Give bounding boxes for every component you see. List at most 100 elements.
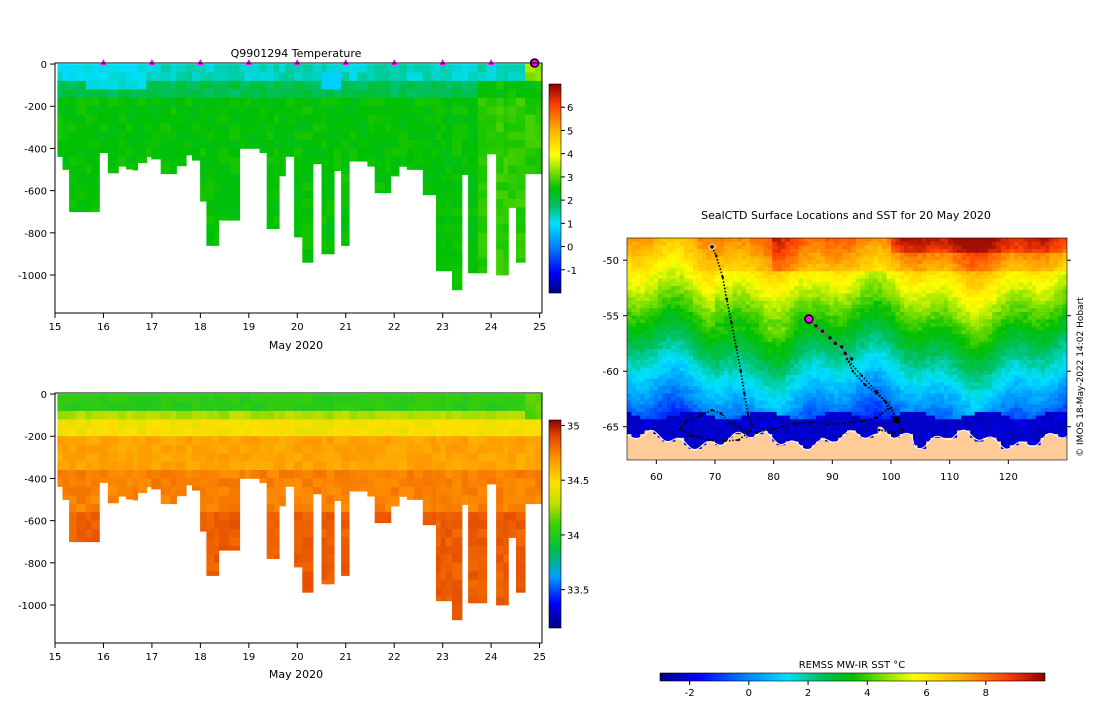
- salinity-cell: [76, 428, 86, 437]
- salinity-cell: [516, 428, 526, 437]
- sst-cell: [966, 308, 971, 312]
- temperature-profile-column: [57, 64, 63, 157]
- sst-cell: [843, 253, 848, 257]
- temperature-cell: [294, 73, 303, 82]
- temperature-cell: [302, 174, 313, 183]
- sst-cell: [882, 331, 887, 335]
- sst-cell: [887, 316, 892, 320]
- sst-cell: [869, 242, 874, 246]
- sst-cell: [825, 297, 830, 301]
- temperature-cell: [176, 123, 186, 132]
- sst-cell: [904, 327, 909, 331]
- sst-cell: [983, 249, 988, 253]
- temperature-cell: [279, 132, 286, 141]
- sst-cell: [1027, 323, 1032, 327]
- sst-cell: [1023, 245, 1028, 249]
- salinity-cell: [99, 445, 108, 454]
- sst-cell: [706, 257, 711, 261]
- temperature-profile-column: [99, 64, 108, 153]
- sst-cell: [887, 257, 892, 261]
- sst-cell: [961, 245, 966, 249]
- temperature-cell: [367, 140, 375, 149]
- salinity-cell: [285, 462, 295, 471]
- salinity-cell: [478, 563, 487, 572]
- sst-cell: [895, 301, 900, 305]
- sst-cell: [948, 331, 953, 335]
- salinity-cell: [367, 445, 375, 454]
- temperature-cell: [341, 224, 350, 233]
- sst-cell: [944, 327, 949, 331]
- temperature-cell: [229, 148, 240, 157]
- salinity-cell: [274, 462, 280, 471]
- sst-cell: [662, 301, 667, 305]
- sst-cell: [983, 264, 988, 268]
- salinity-profile-column: [516, 394, 526, 593]
- sst-cell: [636, 331, 641, 335]
- sst-cell: [957, 290, 962, 294]
- sst-cell: [706, 290, 711, 294]
- sst-cell: [680, 268, 685, 272]
- temperature-cell: [445, 174, 452, 183]
- sst-cell: [829, 253, 834, 257]
- salinity-cell: [452, 495, 462, 504]
- salinity-cell: [341, 445, 350, 454]
- sst-cell: [662, 245, 667, 249]
- temperature-cell: [431, 106, 436, 115]
- temperature-profile-column: [313, 64, 322, 164]
- sst-cell: [1027, 268, 1032, 272]
- sst-cell: [645, 305, 650, 309]
- salinity-cell: [431, 436, 436, 445]
- sst-cell: [733, 271, 738, 275]
- sst-cell: [909, 331, 914, 335]
- sst-cell: [750, 253, 755, 257]
- sst-cell: [667, 245, 672, 249]
- sst-cell: [737, 294, 742, 298]
- sst-cell: [693, 331, 698, 335]
- sst-cell: [1036, 327, 1041, 331]
- sst-cell: [953, 245, 958, 249]
- sst-cell: [979, 312, 984, 316]
- salinity-cell: [436, 588, 441, 597]
- temperature-cell: [349, 132, 358, 141]
- sst-cell: [768, 264, 773, 268]
- temperature-cell: [385, 157, 391, 166]
- sst-cell: [759, 253, 764, 257]
- salinity-cell: [357, 470, 368, 479]
- sst-cell: [728, 297, 733, 301]
- temperature-cell: [478, 199, 487, 208]
- sst-cell: [755, 260, 760, 264]
- salinity-cell: [279, 445, 286, 454]
- sst-cell: [658, 308, 663, 312]
- sst-cell: [653, 312, 658, 316]
- sst-cell: [1045, 279, 1050, 283]
- sst-cell: [759, 282, 764, 286]
- temperature-cell: [214, 241, 219, 246]
- sst-cell: [913, 275, 918, 279]
- sst-cell: [983, 245, 988, 249]
- sst-cell: [653, 305, 658, 309]
- sst-cell: [935, 294, 940, 298]
- temperature-cell: [76, 182, 86, 191]
- sst-cell: [926, 312, 931, 316]
- salinity-cell: [267, 495, 275, 504]
- sst-cell: [909, 282, 914, 286]
- temperature-cell: [76, 106, 86, 115]
- sst-cell: [1010, 312, 1015, 316]
- sst-cell: [1049, 301, 1054, 305]
- sst-cell: [755, 264, 760, 268]
- sst-cell: [737, 305, 742, 309]
- sst-cell: [1036, 282, 1041, 286]
- salinity-cell: [516, 563, 526, 572]
- sst-cell: [851, 275, 856, 279]
- salinity-cell: [63, 428, 70, 437]
- temperature-cell: [341, 64, 350, 73]
- sst-cell: [627, 334, 632, 338]
- sst-cell: [733, 253, 738, 257]
- temperature-cell: [302, 216, 313, 225]
- sst-cell: [671, 301, 676, 305]
- sst-cell: [904, 253, 909, 257]
- salinity-profile-column: [504, 394, 509, 605]
- sst-cell: [913, 279, 918, 283]
- salinity-cell: [76, 462, 86, 471]
- temperature-cell: [478, 216, 487, 225]
